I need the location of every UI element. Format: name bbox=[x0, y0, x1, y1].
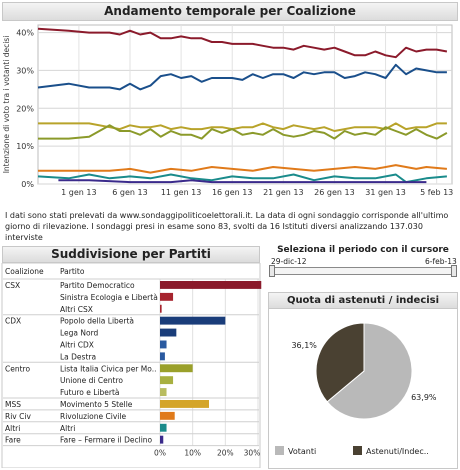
x-tick-label: 16 gen 13 bbox=[212, 188, 253, 197]
bar-x-tick-label: 30% bbox=[244, 449, 261, 458]
series-line bbox=[37, 173, 447, 184]
party-bar bbox=[160, 364, 193, 373]
party-bar bbox=[160, 435, 164, 444]
x-tick-label: 6 gen 13 bbox=[112, 188, 147, 197]
x-tick-label: 1 gen 13 bbox=[61, 188, 96, 197]
pie-value-label: 63,9% bbox=[411, 393, 437, 402]
bar-x-tick-label: 0% bbox=[154, 449, 166, 458]
party-bar bbox=[160, 316, 226, 325]
party-label: Movimento 5 Stelle bbox=[60, 400, 133, 409]
y-tick-label: 0% bbox=[21, 180, 34, 189]
y-tick-label: 20% bbox=[16, 104, 34, 113]
party-bar bbox=[160, 376, 174, 385]
party-label: Unione di Centro bbox=[60, 376, 123, 385]
coalition-label: Altri bbox=[5, 424, 20, 433]
x-tick-label: 26 gen 13 bbox=[314, 188, 355, 197]
party-label: Sinistra Ecologia e Libertà bbox=[60, 293, 158, 302]
party-bar bbox=[160, 304, 162, 313]
header-coalizione: Coalizione bbox=[5, 267, 44, 276]
party-bar bbox=[160, 400, 209, 408]
pie-panel: 63,9% 36,1% Votanti Astenuti/Indec.. bbox=[268, 309, 458, 469]
x-tick-label: 21 gen 13 bbox=[263, 188, 304, 197]
party-label: Altri CSX bbox=[60, 305, 93, 314]
series-line bbox=[37, 63, 447, 91]
coalition-label: MSS bbox=[5, 400, 21, 409]
source-note: I dati sono stati prelevati da www.sonda… bbox=[5, 211, 449, 242]
party-label: Partito Democratico bbox=[60, 281, 135, 290]
party-bar bbox=[160, 411, 175, 420]
party-bar bbox=[160, 328, 177, 337]
party-label: Lega Nord bbox=[60, 329, 99, 338]
party-bar bbox=[160, 352, 165, 361]
plot-area bbox=[37, 24, 453, 185]
slider-start-handle[interactable] bbox=[269, 265, 275, 277]
coalition-label: CSX bbox=[5, 281, 20, 290]
pie-slice bbox=[315, 322, 365, 403]
header-partito: Partito bbox=[60, 267, 85, 276]
party-label: Futuro e Libertà bbox=[60, 388, 120, 397]
slider-end-date: 6-feb-13 bbox=[425, 257, 457, 266]
coalition-label: Fare bbox=[5, 436, 21, 445]
y-tick-label: 30% bbox=[16, 66, 34, 75]
x-tick-label: 31 gen 13 bbox=[365, 188, 406, 197]
series-line bbox=[38, 164, 447, 174]
party-label: Popolo della Libertà bbox=[60, 317, 134, 326]
legend-swatch bbox=[275, 446, 284, 455]
party-label: Altri bbox=[60, 424, 75, 433]
pie-title: Quota di astenuti / indecisi bbox=[268, 292, 458, 309]
party-bar bbox=[160, 340, 167, 349]
line-chart: 0% 10% 20% 30% 40% 1 gen 13 6 gen 13 11 gen 13 1… bbox=[2, 24, 453, 197]
coalition-label: CDX bbox=[5, 317, 21, 326]
party-bar bbox=[160, 388, 167, 396]
slider-start-date: 29-dic-12 bbox=[271, 257, 307, 266]
bar-x-tick-label: 20% bbox=[217, 449, 234, 458]
pie-value-label: 36,1% bbox=[291, 341, 317, 350]
y-axis-label: Intenzione di voto tra i votanti decisi bbox=[2, 36, 11, 174]
party-label: Fare – Fermare il Declino bbox=[60, 436, 153, 445]
pie-slice bbox=[326, 322, 413, 420]
slider-title: Seleziona il periodo con il cursore bbox=[277, 245, 449, 255]
coalition-label: Centro bbox=[5, 364, 30, 373]
x-tick-label: 5 feb 13 bbox=[420, 188, 453, 197]
parties-title: Suddivisione per Partiti bbox=[2, 246, 260, 263]
party-bar bbox=[160, 423, 167, 432]
party-label: Rivoluzione Civile bbox=[60, 412, 126, 421]
slider-end-handle[interactable] bbox=[451, 265, 457, 277]
chart-title: Andamento temporale per Coalizione bbox=[2, 2, 458, 21]
party-bar bbox=[160, 292, 174, 301]
party-bar bbox=[160, 281, 262, 289]
series-line bbox=[38, 122, 447, 132]
series-line bbox=[38, 124, 448, 140]
party-label: Lista Italia Civica per Mo.. bbox=[60, 364, 156, 373]
y-tick-label: 10% bbox=[16, 142, 34, 151]
y-tick-label: 40% bbox=[16, 29, 34, 38]
period-slider-track[interactable] bbox=[272, 267, 456, 275]
series-line bbox=[58, 179, 427, 184]
bar-x-tick-label: 10% bbox=[184, 449, 201, 458]
party-label: La Destra bbox=[60, 352, 96, 361]
series-line bbox=[37, 27, 448, 59]
coalition-label: Riv Civ bbox=[5, 412, 31, 421]
legend-swatch bbox=[353, 446, 362, 455]
party-label: Altri CDX bbox=[60, 341, 94, 350]
legend-label: Votanti bbox=[288, 447, 316, 456]
legend-label: Astenuti/Indec.. bbox=[366, 447, 429, 456]
x-tick-label: 11 gen 13 bbox=[161, 188, 202, 197]
pie-chart: 63,9% 36,1% Votanti Astenuti/Indec.. bbox=[275, 322, 437, 456]
parties-bar-chart: Coalizione Partito CSX Partito Democratico S… bbox=[1, 263, 262, 468]
